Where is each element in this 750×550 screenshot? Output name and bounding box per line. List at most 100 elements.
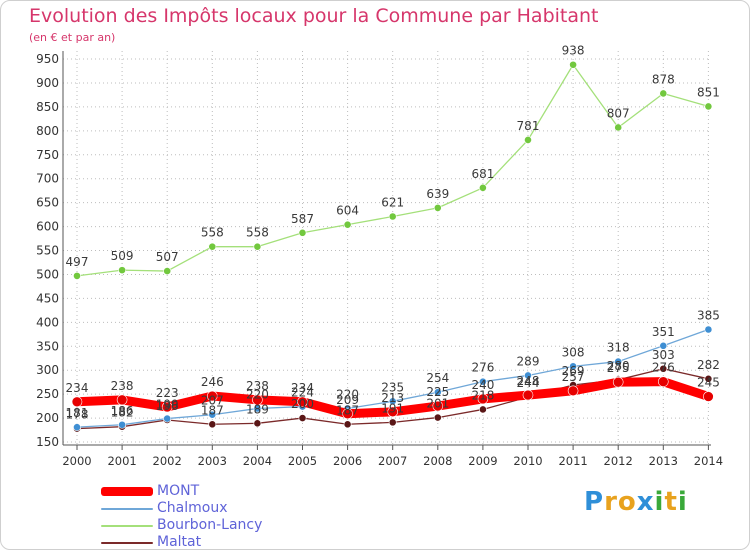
- x-tick-label: 2004: [243, 454, 272, 468]
- legend-swatch: [101, 525, 153, 527]
- data-point-bourbon-lancy: [704, 102, 713, 111]
- data-label-bourbon-lancy: 497: [66, 255, 89, 269]
- y-tick-label: 250: [36, 387, 59, 401]
- y-tick-label: 950: [36, 52, 59, 66]
- y-tick-label: 300: [36, 363, 59, 377]
- data-label-mont: 257: [562, 370, 585, 384]
- y-tick-label: 450: [36, 291, 59, 305]
- data-label-bourbon-lancy: 851: [697, 85, 720, 99]
- logo-letter: x: [636, 487, 655, 517]
- series-bourbon-lancy: [73, 60, 713, 280]
- data-point-chalmoux: [73, 423, 81, 432]
- x-tick-label: 2013: [649, 454, 678, 468]
- data-point-maltat: [659, 364, 668, 373]
- x-tick-label: 2002: [153, 454, 182, 468]
- data-label-maltat: 178: [66, 408, 89, 422]
- data-label-chalmoux: 181: [66, 406, 89, 420]
- data-label-mont: 248: [517, 374, 540, 388]
- data-label-bourbon-lancy: 604: [336, 204, 359, 218]
- data-label-bourbon-lancy: 558: [201, 226, 224, 240]
- data-point-chalmoux: [433, 388, 442, 397]
- data-label-maltat: 200: [291, 397, 314, 411]
- data-label-chalmoux: 276: [471, 361, 494, 375]
- y-tick-label: 150: [36, 435, 59, 449]
- data-point-maltat: [253, 419, 262, 428]
- data-label-bourbon-lancy: 681: [471, 167, 494, 181]
- legend-label: Bourbon-Lancy: [157, 517, 263, 533]
- data-point-bourbon-lancy: [569, 60, 577, 69]
- data-point-chalmoux: [118, 420, 126, 429]
- series-chalmoux: [73, 325, 713, 432]
- data-point-bourbon-lancy: [433, 203, 442, 212]
- y-tick-label: 800: [36, 124, 59, 138]
- data-point-mont: [477, 393, 489, 405]
- legend-swatch: [101, 487, 153, 496]
- grid-lines: [63, 51, 711, 445]
- data-label-chalmoux: 351: [652, 325, 675, 339]
- data-point-chalmoux: [704, 325, 713, 334]
- data-label-bourbon-lancy: 558: [246, 226, 269, 240]
- data-label-maltat: 182: [111, 406, 134, 420]
- y-tick-label: 650: [36, 196, 59, 210]
- data-point-mont: [116, 394, 128, 406]
- data-label-bourbon-lancy: 878: [652, 72, 675, 86]
- data-label-mont: 234: [66, 381, 89, 395]
- data-point-chalmoux: [524, 371, 532, 380]
- data-point-maltat: [433, 413, 442, 422]
- series-layer: [71, 60, 714, 433]
- x-tick-label: 2009: [468, 454, 497, 468]
- data-point-bourbon-lancy: [343, 220, 352, 229]
- logo-letter: r: [604, 487, 618, 517]
- data-label-maltat: 187: [336, 403, 359, 417]
- x-tick-label: 2007: [378, 454, 407, 468]
- data-label-maltat: 282: [697, 358, 720, 372]
- data-point-bourbon-lancy: [614, 123, 623, 132]
- data-point-bourbon-lancy: [163, 267, 172, 275]
- data-point-mont: [161, 401, 173, 413]
- x-tick-label: 2000: [62, 454, 91, 468]
- data-label-bourbon-lancy: 587: [291, 212, 314, 226]
- data-point-chalmoux: [569, 362, 577, 371]
- data-label-bourbon-lancy: 781: [517, 119, 540, 133]
- data-point-mont: [71, 396, 83, 408]
- data-label-mont: 275: [607, 361, 630, 375]
- data-point-bourbon-lancy: [253, 242, 262, 251]
- data-label-mont: 238: [246, 379, 269, 393]
- data-point-bourbon-lancy: [524, 136, 532, 144]
- x-tick-label: 2011: [558, 454, 587, 468]
- data-label-chalmoux: 385: [697, 308, 720, 322]
- data-label-maltat: 189: [246, 402, 269, 416]
- chart-title: Evolution des Impôts locaux pour la Comm…: [29, 5, 599, 27]
- data-label-bourbon-lancy: 621: [381, 196, 404, 210]
- data-point-mont: [432, 400, 444, 412]
- data-point-mont: [657, 376, 669, 387]
- y-tick-label: 400: [36, 315, 59, 329]
- data-label-chalmoux: 207: [201, 394, 224, 408]
- data-labels: 178 182 196 187 189 200 187 191 201 218 244 269 280 3…: [66, 44, 720, 422]
- data-label-bourbon-lancy: 807: [607, 106, 630, 120]
- data-point-mont: [612, 376, 624, 388]
- data-point-mont: [387, 406, 399, 418]
- x-tick-label: 2010: [513, 454, 542, 468]
- axes: 150 200 250 300 350 400 450 500 550 600 650 700 750 8…: [36, 51, 723, 468]
- data-point-maltat: [298, 414, 307, 422]
- y-tick-label: 700: [36, 172, 59, 186]
- data-point-bourbon-lancy: [388, 212, 397, 221]
- chart-subtitle: (en € et par an): [29, 31, 116, 44]
- data-label-mont: 225: [426, 385, 449, 399]
- data-point-bourbon-lancy: [118, 266, 126, 275]
- data-label-chalmoux: 199: [156, 398, 179, 412]
- data-point-chalmoux: [478, 377, 487, 386]
- data-label-chalmoux: 220: [246, 387, 269, 401]
- y-tick-label: 900: [36, 76, 59, 90]
- y-tick-label: 850: [36, 100, 59, 114]
- plot-area: [63, 51, 711, 445]
- data-label-mont: 240: [471, 378, 494, 392]
- data-label-maltat: 244: [517, 376, 540, 390]
- data-point-maltat: [343, 420, 352, 429]
- data-label-bourbon-lancy: 507: [156, 250, 179, 264]
- y-tick-label: 600: [36, 220, 59, 234]
- data-point-maltat: [208, 420, 217, 429]
